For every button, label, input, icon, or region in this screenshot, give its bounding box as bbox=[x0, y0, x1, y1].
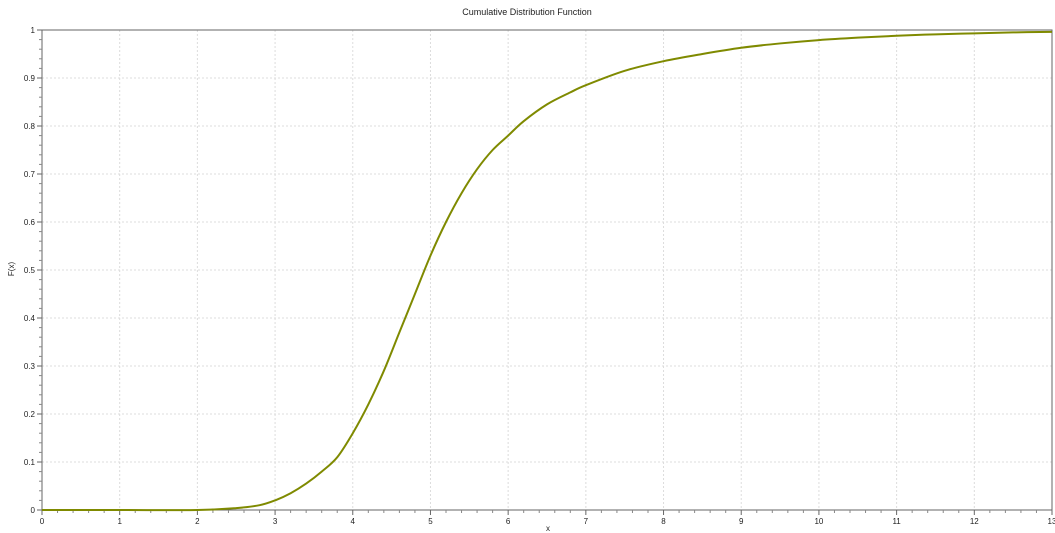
y-axis-label: F(x) bbox=[7, 262, 16, 277]
y-tick-label: 0.5 bbox=[24, 266, 36, 275]
x-tick-label: 3 bbox=[273, 517, 278, 526]
x-tick-label: 11 bbox=[892, 517, 901, 526]
x-axis-label: x bbox=[546, 524, 550, 533]
x-tick-label: 13 bbox=[1048, 517, 1055, 526]
x-tick-label: 0 bbox=[40, 517, 45, 526]
y-tick-label: 0.4 bbox=[24, 314, 36, 323]
y-tick-label: 0.9 bbox=[24, 74, 36, 83]
chart-title: Cumulative Distribution Function bbox=[462, 7, 592, 17]
x-tick-label: 2 bbox=[195, 517, 200, 526]
y-tick-label: 0.6 bbox=[24, 218, 36, 227]
x-tick-label: 5 bbox=[428, 517, 433, 526]
y-tick-label: 0.7 bbox=[24, 170, 36, 179]
x-tick-label: 4 bbox=[351, 517, 356, 526]
x-axis: 0 1 2 3 4 5 6 7 8 9 10 11 12 13 bbox=[40, 510, 1055, 526]
x-tick-label: 7 bbox=[584, 517, 589, 526]
series-group bbox=[42, 30, 1053, 512]
x-tick-label: 1 bbox=[117, 517, 122, 526]
y-tick-label: 0.2 bbox=[24, 410, 36, 419]
x-tick-label: 6 bbox=[506, 517, 511, 526]
x-tick-label: 10 bbox=[814, 517, 823, 526]
y-tick-label: 0.3 bbox=[24, 362, 36, 371]
y-tick-label: 0.8 bbox=[24, 122, 36, 131]
x-tick-label: 9 bbox=[739, 517, 744, 526]
series-line bbox=[42, 30, 1053, 512]
y-tick-label: 0.1 bbox=[24, 458, 36, 467]
y-tick-label: 0 bbox=[31, 506, 36, 515]
x-tick-label: 12 bbox=[970, 517, 979, 526]
x-tick-label: 8 bbox=[661, 517, 666, 526]
y-tick-label: 1 bbox=[31, 26, 36, 35]
y-axis: 0 0.1 0.2 0.3 0.4 0.5 0.6 0.7 0.8 0.9 1 bbox=[24, 26, 42, 515]
